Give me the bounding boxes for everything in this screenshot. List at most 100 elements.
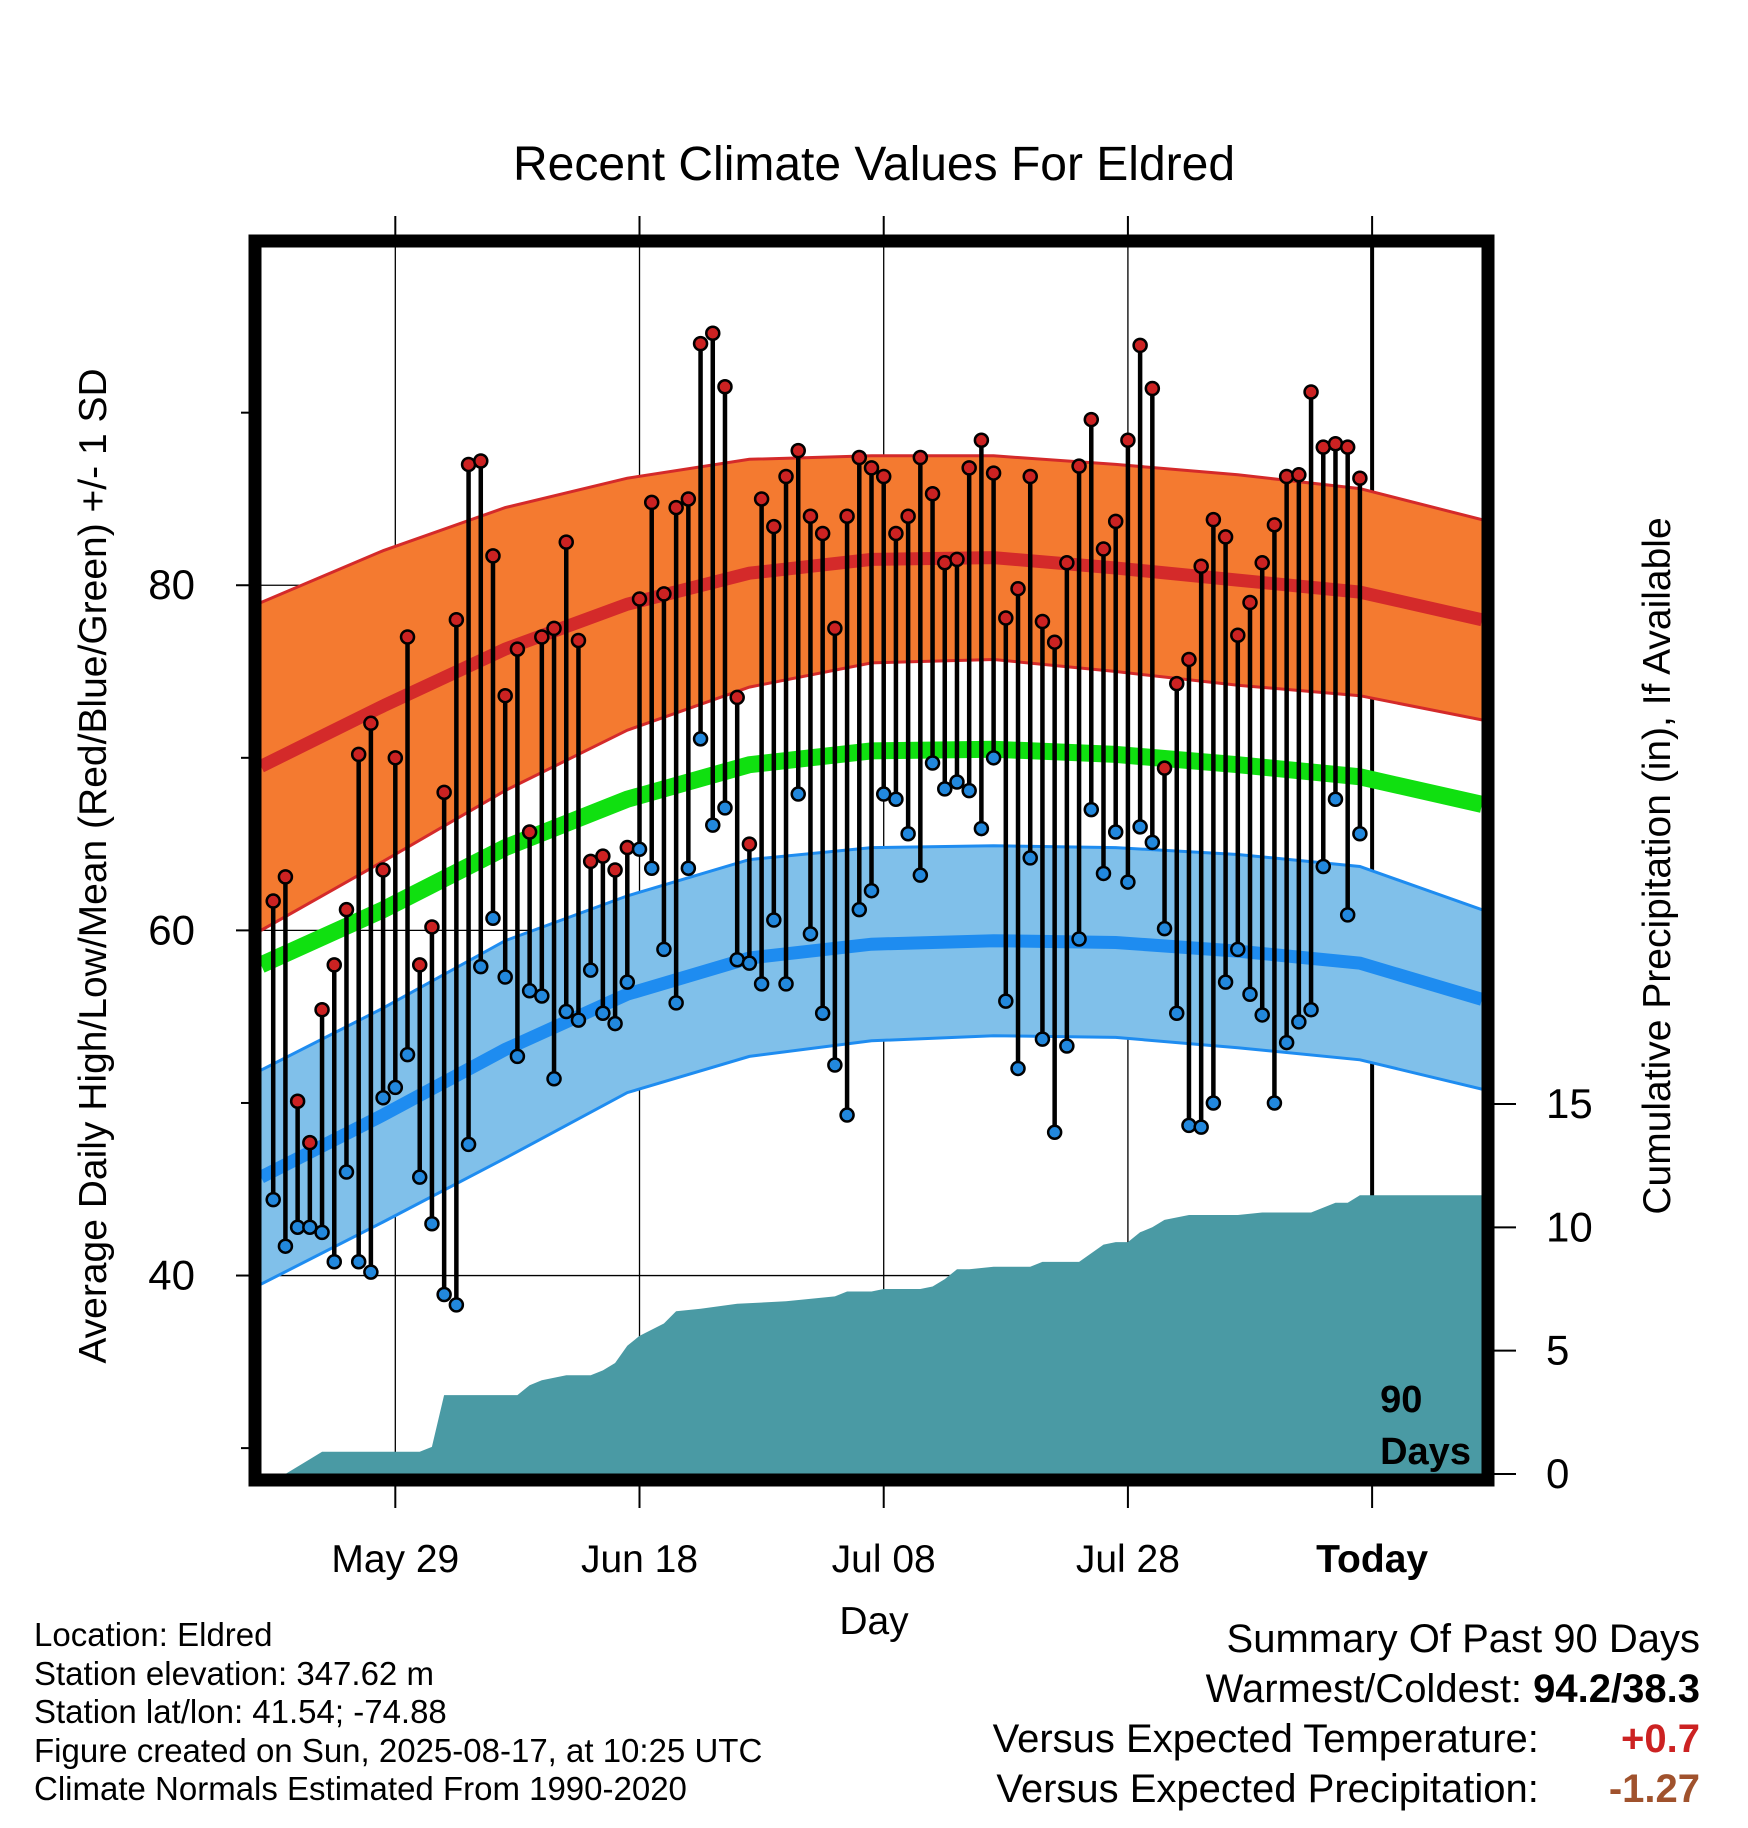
x-tick-label: Jul 28 <box>1076 1538 1180 1581</box>
daily-low-point <box>839 1107 855 1123</box>
y2-tick-label: 10 <box>1546 1203 1593 1250</box>
daily-high-point <box>1193 558 1209 575</box>
daily-high-point <box>1352 470 1368 486</box>
daily-low-point <box>802 926 819 942</box>
daily-high-point <box>1205 511 1222 528</box>
daily-low-point <box>631 841 648 858</box>
daily-high-point <box>888 525 904 542</box>
daily-low-point <box>1120 874 1136 890</box>
summary-warmest-coldest: Warmest/Coldest: 94.2/38.3 <box>993 1664 1700 1714</box>
daily-high-point <box>570 632 587 649</box>
daily-high-point <box>387 750 404 766</box>
daily-high-point <box>668 499 684 516</box>
daily-low-point <box>411 1169 428 1185</box>
summary-precipitation: Versus Expected Precipitation: -1.27 <box>993 1764 1700 1814</box>
daily-low-point <box>1144 834 1161 851</box>
cumulative-precipitation-area <box>261 1195 1482 1474</box>
daily-high-point <box>802 508 819 524</box>
daily-low-point <box>1230 941 1246 958</box>
daily-high-point <box>448 612 465 628</box>
daily-high-point <box>521 824 538 840</box>
daily-low-point <box>668 995 684 1011</box>
daily-low-point <box>424 1216 440 1232</box>
daily-low-point <box>1095 865 1112 882</box>
daily-low-point <box>717 800 733 816</box>
daily-high-point <box>1230 627 1246 644</box>
daily-high-point <box>289 1093 306 1109</box>
daily-low-point <box>1181 1117 1197 1134</box>
y2-axis-label: Cumulative Precipitation (in), If Availa… <box>1636 517 1679 1214</box>
daily-low-point <box>1217 974 1234 990</box>
daily-low-point <box>436 1286 452 1303</box>
normal-low-mean-line <box>261 934 1482 1183</box>
daily-high-point <box>961 460 977 476</box>
daily-high-point <box>912 449 929 466</box>
daily-low-point <box>766 912 782 928</box>
warmest-coldest-label: Warmest/Coldest: <box>1205 1667 1523 1711</box>
y2-tick-label: 0 <box>1546 1450 1569 1497</box>
daily-high-point <box>778 468 794 485</box>
daily-low-point <box>448 1297 465 1313</box>
y-tick-label: 40 <box>148 1252 195 1299</box>
daily-low-point <box>1083 801 1100 818</box>
daily-high-point <box>1071 458 1087 474</box>
daily-high-point <box>1095 541 1112 557</box>
daily-low-point <box>570 1012 587 1028</box>
daily-low-point <box>1315 858 1332 875</box>
daily-low-point <box>1339 907 1356 923</box>
daily-low-point <box>375 1090 391 1106</box>
summary-temperature: Versus Expected Temperature: +0.7 <box>993 1714 1700 1764</box>
normal-low-band-lower <box>261 1034 1482 1286</box>
daily-high-point <box>411 957 428 973</box>
daily-low-point <box>1034 1031 1051 1047</box>
daily-high-point <box>1217 529 1234 545</box>
daily-low-point <box>949 774 965 790</box>
daily-low-point <box>326 1253 343 1270</box>
daily-high-point <box>595 848 611 864</box>
daily-low-point <box>1071 931 1087 947</box>
daily-high-point <box>680 491 697 507</box>
x-tick-label: Jul 08 <box>832 1538 936 1581</box>
x-tick-label: Today <box>1316 1538 1428 1581</box>
daily-low-point <box>656 941 672 958</box>
latlon-text: Station lat/lon: 41.54; -74.88 <box>34 1693 447 1730</box>
daily-low-point <box>1352 826 1368 842</box>
daily-low-point <box>912 867 929 883</box>
daily-high-point <box>485 548 501 564</box>
daily-high-point <box>1278 468 1295 485</box>
station-info: Location: Eldred Station elevation: 347.… <box>34 1616 762 1809</box>
axes: 40 60 80 0 5 10 15 May 29 Jun 18 Jul 08 Jul 28 Toda… <box>148 216 1593 1581</box>
daily-low-point <box>692 731 709 747</box>
daily-high-point <box>534 629 550 645</box>
chart-title: Recent Climate Values For Eldred <box>513 138 1235 191</box>
daily-high-point <box>790 442 806 459</box>
daily-high-point <box>705 325 721 342</box>
y-tick-label: 80 <box>148 561 195 608</box>
daily-high-point <box>363 715 379 732</box>
daily-high-point <box>1010 580 1026 597</box>
y-tick-label: 60 <box>148 906 195 953</box>
daily-low-point <box>1291 1014 1307 1030</box>
daily-low-point <box>985 750 1002 766</box>
normals-text: Climate Normals Estimated From 1990-2020 <box>34 1770 687 1807</box>
y2-tick-label: 15 <box>1546 1080 1593 1127</box>
daily-low-point <box>363 1264 379 1280</box>
daily-high-point <box>924 486 941 502</box>
daily-high-point <box>875 468 892 485</box>
daily-high-point <box>1046 634 1063 650</box>
daily-high-point <box>1266 517 1283 533</box>
daily-low-point <box>1107 824 1124 840</box>
daily-low-point <box>961 782 977 799</box>
daily-low-point <box>937 781 953 797</box>
daily-low-point <box>814 1005 831 1021</box>
daily-low-point <box>534 988 550 1004</box>
x-tick-label: May 29 <box>331 1538 459 1581</box>
daily-low-point <box>350 1253 367 1270</box>
daily-low-point <box>888 791 904 807</box>
daily-low-point <box>1205 1095 1222 1111</box>
daily-high-point <box>619 839 636 856</box>
daily-high-point <box>985 465 1002 481</box>
daily-low-point <box>1169 1005 1185 1021</box>
daily-low-point <box>509 1048 526 1065</box>
